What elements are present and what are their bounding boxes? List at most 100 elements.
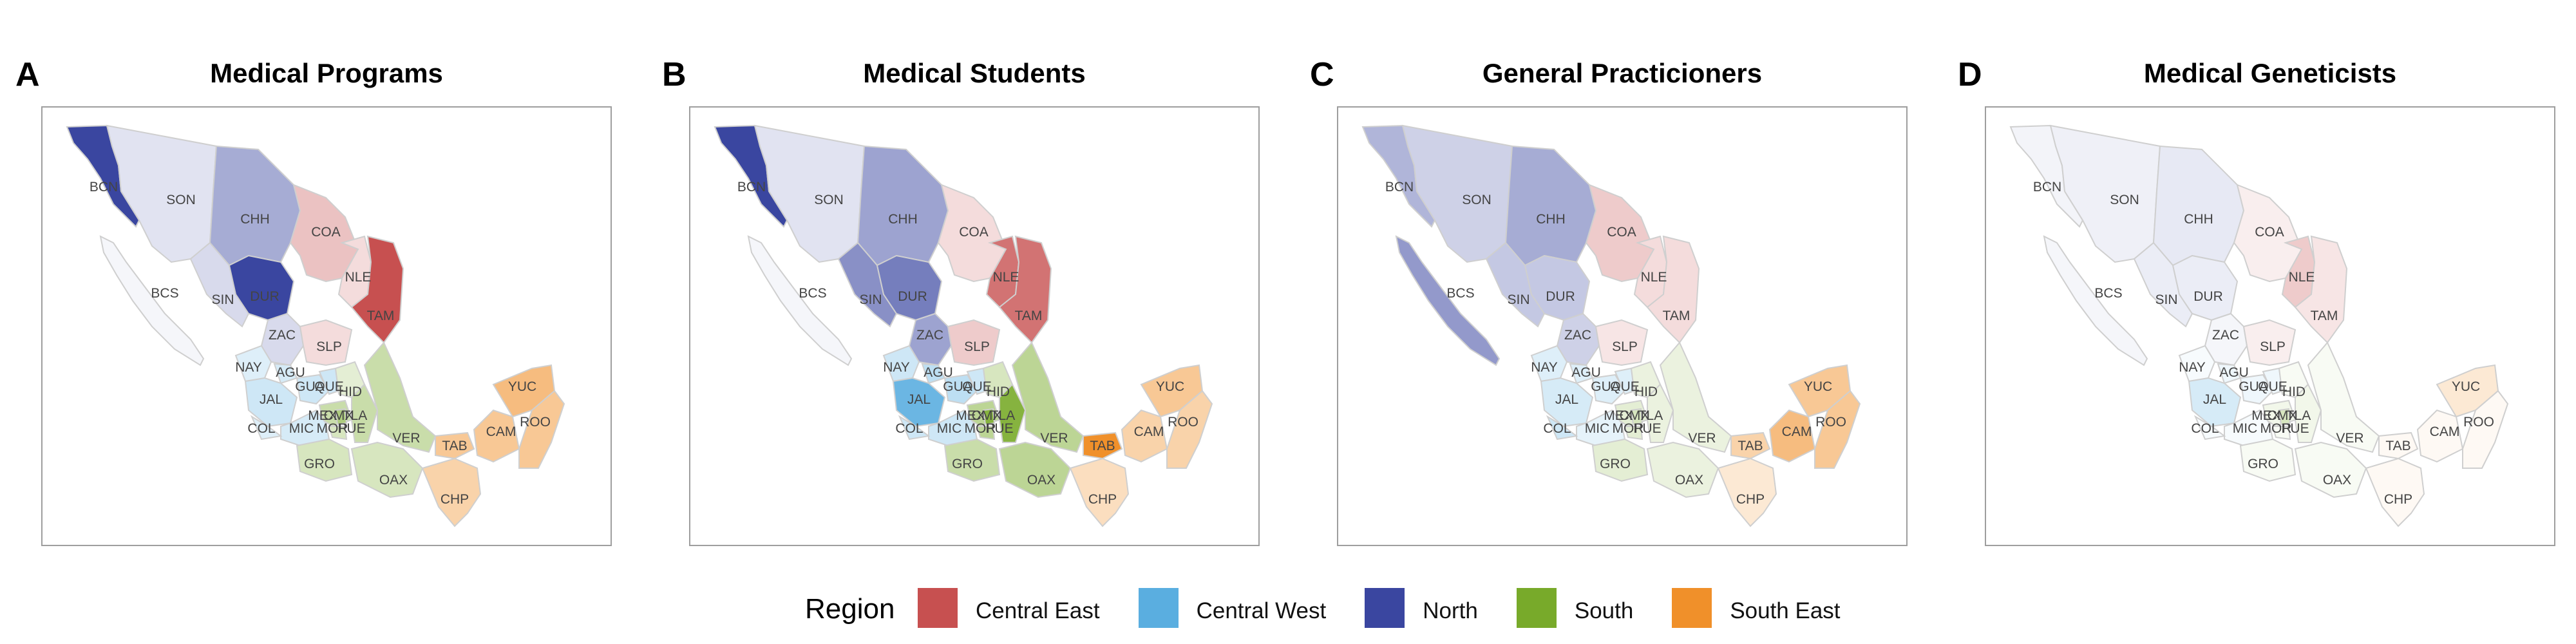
state-label-gro: GRO xyxy=(304,457,335,471)
legend-label: South East xyxy=(1730,598,1841,623)
state-label-yuc: YUC xyxy=(1156,379,1184,394)
state-label-slp: SLP xyxy=(316,339,342,354)
state-coa xyxy=(937,184,1007,283)
state-label-cam: CAM xyxy=(1782,424,1812,439)
state-label-roo: ROO xyxy=(2463,415,2494,430)
state-label-chp: CHP xyxy=(2384,492,2412,507)
state-label-mor: MOR xyxy=(2260,421,2292,436)
state-tam xyxy=(998,235,1052,344)
state-chh xyxy=(857,145,949,267)
state-label-chp: CHP xyxy=(1736,492,1765,507)
state-son xyxy=(106,124,218,263)
state-label-oax: OAX xyxy=(379,473,408,488)
state-slp xyxy=(2242,319,2297,366)
state-label-zac: ZAC xyxy=(2212,328,2239,343)
state-label-agu: AGU xyxy=(276,365,305,380)
state-label-jal: JAL xyxy=(907,392,931,407)
state-label-gua: GUA xyxy=(1591,379,1620,394)
state-label-pue: PUE xyxy=(337,421,365,436)
state-mic xyxy=(280,409,330,447)
state-label-son: SON xyxy=(2110,193,2139,207)
state-nay xyxy=(1530,345,1568,383)
state-label-oax: OAX xyxy=(1027,473,1056,488)
state-label-que: QUE xyxy=(314,379,344,394)
state-label-bcs: BCS xyxy=(1446,286,1474,301)
legend-swatch xyxy=(1516,588,1557,628)
state-label-tam: TAM xyxy=(1015,308,1043,323)
state-roo xyxy=(518,390,565,469)
state-label-bcn: BCN xyxy=(90,180,118,194)
state-label-zac: ZAC xyxy=(916,328,943,343)
state-oax xyxy=(350,441,424,498)
state-label-son: SON xyxy=(166,193,196,207)
state-chh xyxy=(209,145,301,267)
state-label-ver: VER xyxy=(392,431,420,446)
state-label-son: SON xyxy=(814,193,844,207)
state-label-cam: CAM xyxy=(1134,424,1164,439)
state-label-tam: TAM xyxy=(2311,308,2338,323)
state-label-mex: MEX xyxy=(2251,408,2281,423)
state-label-hid: HID xyxy=(987,384,1010,399)
state-label-nay: NAY xyxy=(235,360,262,375)
panel-title: Medical Students xyxy=(863,58,1086,88)
state-tam xyxy=(350,235,404,344)
state-label-nay: NAY xyxy=(883,360,910,375)
panel-letter: B xyxy=(662,56,687,93)
state-jal xyxy=(892,377,946,428)
state-label-nle: NLE xyxy=(1641,270,1667,285)
state-chh xyxy=(1504,145,1597,267)
state-chp xyxy=(2365,457,2425,527)
state-label-tab: TAB xyxy=(442,439,467,453)
state-label-bcn: BCN xyxy=(737,180,766,194)
state-col xyxy=(1546,415,1578,440)
state-roo xyxy=(1814,390,1861,469)
state-label-ver: VER xyxy=(1040,431,1068,446)
state-label-tab: TAB xyxy=(1738,439,1763,453)
state-roo xyxy=(2462,390,2509,469)
state-gua xyxy=(943,374,978,405)
state-label-dur: DUR xyxy=(1546,289,1575,304)
legend-swatch xyxy=(918,588,958,628)
panel-c: C General Practicioners BCN SON CHH COA NLE T… xyxy=(1296,0,1940,567)
state-mic xyxy=(928,409,978,447)
state-label-cmx: CMX xyxy=(972,408,1002,423)
state-label-dur: DUR xyxy=(2193,289,2223,304)
state-roo xyxy=(1166,390,1213,469)
state-jal xyxy=(244,377,298,428)
state-slp xyxy=(947,319,1001,366)
state-label-tla: TLA xyxy=(2286,408,2311,423)
state-label-roo: ROO xyxy=(520,415,551,430)
state-label-chp: CHP xyxy=(1088,492,1117,507)
state-col xyxy=(898,415,931,440)
state-label-oax: OAX xyxy=(2323,473,2351,488)
state-label-nle: NLE xyxy=(345,270,372,285)
state-label-nay: NAY xyxy=(1531,360,1558,375)
state-cmx xyxy=(1630,408,1643,426)
state-label-tab: TAB xyxy=(2385,439,2410,453)
state-label-tab: TAB xyxy=(1090,439,1115,453)
state-label-coa: COA xyxy=(2255,225,2284,240)
state-chp xyxy=(421,457,482,527)
state-gua xyxy=(1591,374,1626,405)
state-label-sin: SIN xyxy=(1507,292,1530,307)
state-ver xyxy=(1011,341,1084,453)
state-mor xyxy=(2271,426,2291,440)
state-label-mic: MIC xyxy=(2233,421,2258,436)
state-label-nay: NAY xyxy=(2179,360,2206,375)
state-bcs xyxy=(99,235,205,366)
state-label-que: QUE xyxy=(1610,379,1640,394)
state-label-slp: SLP xyxy=(964,339,990,354)
state-chp xyxy=(1069,457,1130,527)
state-label-nle: NLE xyxy=(993,270,1019,285)
state-label-gro: GRO xyxy=(1600,457,1631,471)
legend-swatch xyxy=(1365,588,1405,628)
panel-letter: A xyxy=(15,56,40,93)
state-label-hid: HID xyxy=(339,384,362,399)
state-slp xyxy=(299,319,353,366)
panel-b: B Medical Students BCN SON CHH COA NLE TAM BCS… xyxy=(648,0,1292,567)
state-cmx xyxy=(334,408,348,426)
map-frame: BCN SON CHH COA NLE TAM BCS SIN DUR ZAC SLP AGU NAY J… xyxy=(1985,106,2555,546)
state-label-gua: GUA xyxy=(295,379,325,394)
state-son xyxy=(753,124,866,263)
state-gro xyxy=(943,438,1001,482)
